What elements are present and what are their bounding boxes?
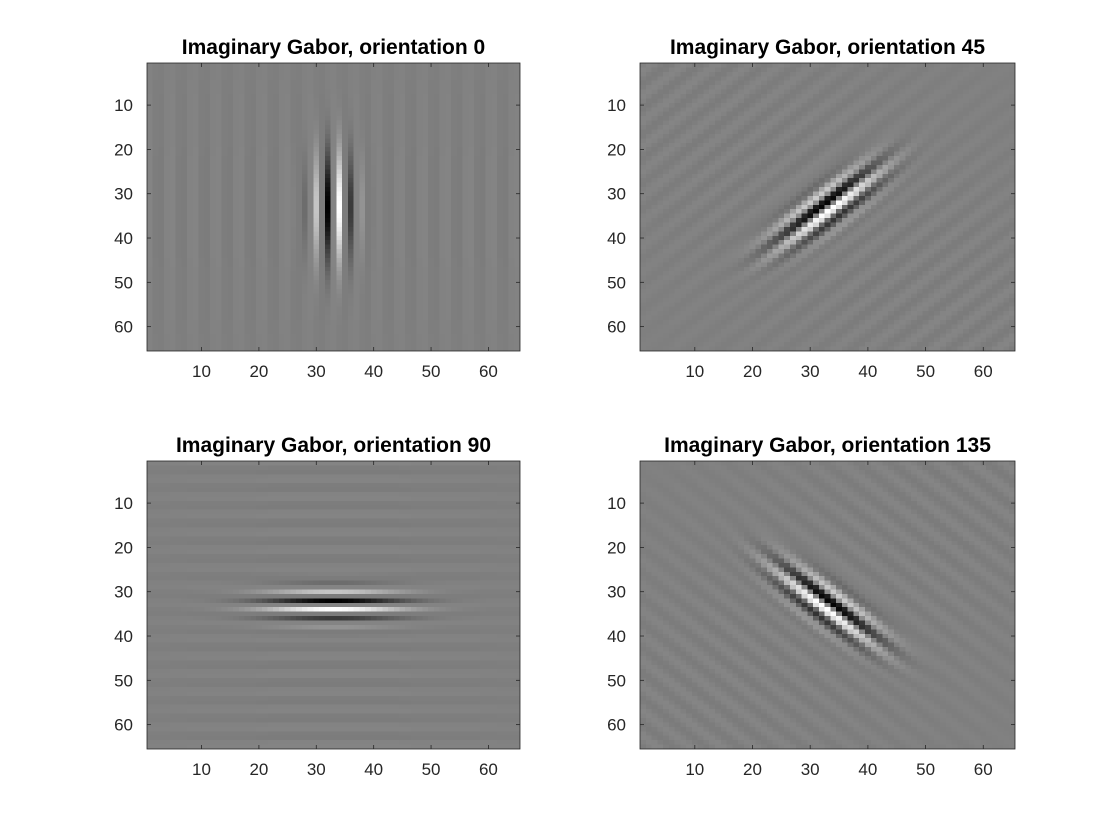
plot-area [639, 62, 1016, 352]
panel-title: Imaginary Gabor, orientation 135 [664, 434, 991, 457]
x-tick-label: 20 [743, 760, 762, 779]
heatmap-image [640, 63, 1015, 351]
y-tick-label: 10 [607, 494, 626, 513]
panel-orientation-135: Imaginary Gabor, orientation 135 10 20 30 4… [607, 434, 1016, 779]
x-tick-label: 50 [916, 362, 935, 381]
y-tick-label: 60 [114, 716, 133, 735]
panel-title: Imaginary Gabor, orientation 0 [182, 36, 485, 59]
axis-ticks: 10 20 30 40 50 60 10 20 30 40 50 60 [607, 461, 1015, 779]
y-tick-label: 30 [607, 185, 626, 204]
axes-frame [639, 62, 1016, 352]
x-tick-label: 30 [307, 362, 326, 381]
x-tick-label: 10 [685, 760, 704, 779]
y-tick-label: 20 [114, 140, 133, 159]
x-tick-label: 40 [858, 760, 877, 779]
panel-orientation-0: Imaginary Gabor, orientation 0 10 20 30 40 5… [114, 36, 521, 381]
x-tick-label: 40 [364, 760, 383, 779]
y-tick-label: 60 [607, 716, 626, 735]
y-tick-label: 50 [607, 273, 626, 292]
x-tick-label: 20 [249, 362, 268, 381]
x-tick-label: 10 [192, 362, 211, 381]
y-tick-label: 30 [607, 583, 626, 602]
y-tick-label: 10 [607, 96, 626, 115]
panel-orientation-45: Imaginary Gabor, orientation 45 10 20 30 40… [607, 36, 1016, 381]
x-tick-label: 50 [422, 362, 441, 381]
y-tick-label: 30 [114, 185, 133, 204]
axis-ticks: 10 20 30 40 50 60 10 20 30 40 50 60 [607, 63, 1015, 381]
y-tick-label: 10 [114, 494, 133, 513]
y-tick-label: 40 [114, 627, 133, 646]
y-tick-label: 60 [607, 318, 626, 337]
axes-frame [146, 460, 521, 750]
x-tick-label: 50 [422, 760, 441, 779]
axes-frame [639, 460, 1016, 750]
x-tick-label: 40 [858, 362, 877, 381]
x-tick-label: 10 [685, 362, 704, 381]
y-tick-label: 20 [607, 538, 626, 557]
heatmap-image [147, 461, 520, 749]
x-tick-label: 60 [479, 362, 498, 381]
plot-area [146, 460, 521, 750]
y-tick-label: 20 [114, 538, 133, 557]
plot-area [146, 62, 521, 352]
y-tick-label: 50 [607, 671, 626, 690]
y-tick-label: 60 [114, 318, 133, 337]
panel-orientation-90: Imaginary Gabor, orientation 90 10 20 30 40… [114, 434, 521, 779]
heatmap-image [147, 63, 520, 351]
y-tick-label: 10 [114, 96, 133, 115]
x-tick-label: 60 [974, 760, 993, 779]
panel-title: Imaginary Gabor, orientation 45 [670, 36, 985, 59]
y-tick-label: 40 [114, 229, 133, 248]
axes-frame [146, 62, 521, 352]
y-tick-label: 50 [114, 273, 133, 292]
heatmap-image [640, 461, 1015, 749]
y-tick-label: 20 [607, 140, 626, 159]
x-tick-label: 20 [249, 760, 268, 779]
axis-ticks: 10 20 30 40 50 60 10 20 30 40 50 60 [114, 461, 520, 779]
x-tick-label: 30 [801, 362, 820, 381]
x-tick-label: 40 [364, 362, 383, 381]
x-tick-label: 60 [974, 362, 993, 381]
x-tick-label: 10 [192, 760, 211, 779]
x-tick-label: 60 [479, 760, 498, 779]
y-tick-label: 40 [607, 627, 626, 646]
y-tick-label: 30 [114, 583, 133, 602]
y-tick-label: 40 [607, 229, 626, 248]
plot-area [639, 460, 1016, 750]
y-tick-label: 50 [114, 671, 133, 690]
x-tick-label: 30 [801, 760, 820, 779]
axis-ticks: 10 20 30 40 50 60 10 20 30 40 50 60 [114, 63, 520, 381]
x-tick-label: 50 [916, 760, 935, 779]
panel-title: Imaginary Gabor, orientation 90 [176, 434, 491, 457]
x-tick-label: 20 [743, 362, 762, 381]
x-tick-label: 30 [307, 760, 326, 779]
